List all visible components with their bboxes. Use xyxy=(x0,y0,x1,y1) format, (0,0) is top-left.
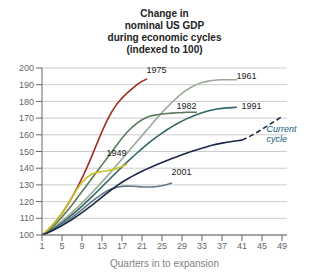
svg-text:49: 49 xyxy=(277,241,287,251)
svg-text:29: 29 xyxy=(177,241,187,251)
svg-text:21: 21 xyxy=(137,241,147,251)
svg-text:Quarters in to expansion: Quarters in to expansion xyxy=(110,258,219,269)
svg-text:160: 160 xyxy=(19,130,34,140)
svg-text:110: 110 xyxy=(20,213,34,223)
svg-text:190: 190 xyxy=(19,80,34,90)
svg-text:25: 25 xyxy=(157,241,167,251)
svg-text:1961: 1961 xyxy=(237,71,257,81)
svg-text:5: 5 xyxy=(59,241,64,251)
svg-text:45: 45 xyxy=(257,241,267,251)
svg-text:140: 140 xyxy=(19,163,34,173)
svg-text:1991: 1991 xyxy=(242,101,262,111)
svg-text:33: 33 xyxy=(197,241,207,251)
svg-text:Currentcycle: Currentcycle xyxy=(267,124,298,144)
svg-text:170: 170 xyxy=(19,113,34,123)
svg-text:13: 13 xyxy=(97,241,107,251)
svg-text:2001: 2001 xyxy=(172,167,192,177)
svg-text:9: 9 xyxy=(79,241,84,251)
svg-text:120: 120 xyxy=(19,197,34,207)
svg-text:180: 180 xyxy=(19,97,34,107)
svg-text:1982: 1982 xyxy=(177,101,197,111)
svg-text:37: 37 xyxy=(217,241,227,251)
svg-text:1: 1 xyxy=(39,241,44,251)
svg-text:200: 200 xyxy=(19,63,34,73)
svg-text:1975: 1975 xyxy=(147,65,167,75)
svg-text:130: 130 xyxy=(19,180,34,190)
svg-text:17: 17 xyxy=(117,241,127,251)
svg-text:100: 100 xyxy=(19,230,34,240)
svg-text:41: 41 xyxy=(237,241,247,251)
html-text:Change in nominal US GDP durin: Change in nominal US GDP during economic… xyxy=(107,8,222,55)
svg-text:150: 150 xyxy=(19,147,34,157)
svg-text:1949: 1949 xyxy=(107,148,127,158)
